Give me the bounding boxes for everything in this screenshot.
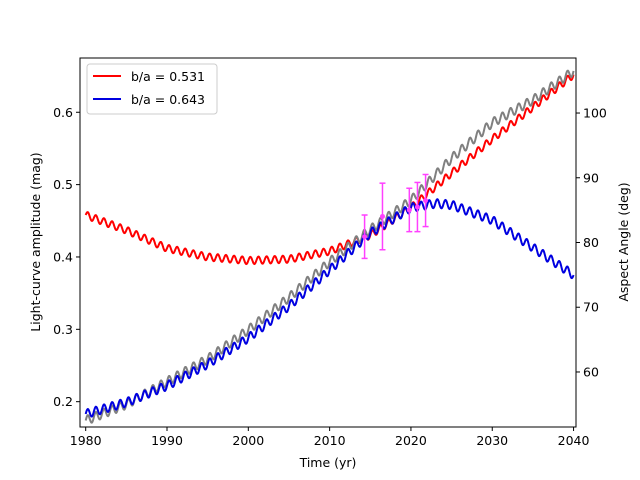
y-left-tick-label: 0.4 bbox=[53, 249, 73, 264]
x-axis-label: Time (yr) bbox=[299, 455, 357, 470]
observation-point bbox=[423, 198, 429, 204]
y-right-tick-label: 90 bbox=[583, 170, 599, 185]
series-line-0 bbox=[84, 74, 575, 266]
curves bbox=[84, 69, 575, 424]
x-tick-label: 2040 bbox=[558, 433, 590, 448]
y-axis-right-label: Aspect Angle (deg) bbox=[616, 182, 631, 301]
x-tick-label: 2010 bbox=[314, 433, 346, 448]
observation-point bbox=[362, 234, 368, 240]
legend-label-red: b/a = 0.531 bbox=[131, 69, 205, 84]
y-left-tick-label: 0.5 bbox=[53, 177, 73, 192]
x-axis-ticks: 1980 1990 2000 2010 2020 2030 2040 bbox=[70, 427, 590, 448]
y-right-tick-label: 70 bbox=[583, 300, 599, 315]
series-line-2 bbox=[84, 198, 575, 418]
x-tick-label: 1990 bbox=[151, 433, 183, 448]
y-left-tick-label: 0.3 bbox=[53, 322, 73, 337]
observation-point bbox=[379, 213, 385, 219]
y-axis-left-label: Light-curve amplitude (mag) bbox=[28, 152, 43, 331]
series-line-1 bbox=[84, 69, 575, 424]
x-tick-label: 1980 bbox=[70, 433, 102, 448]
y-axis-right-ticks: 60 70 80 90 100 bbox=[576, 106, 607, 379]
observation-point bbox=[414, 204, 420, 210]
y-axis-left-ticks: 0.2 0.3 0.4 0.5 0.6 bbox=[53, 105, 80, 409]
legend: b/a = 0.531 b/a = 0.643 bbox=[86, 63, 218, 115]
y-right-tick-label: 100 bbox=[583, 106, 607, 121]
y-right-tick-label: 60 bbox=[583, 364, 599, 379]
y-left-tick-label: 0.6 bbox=[53, 105, 73, 120]
y-left-tick-label: 0.2 bbox=[53, 394, 73, 409]
legend-label-blue: b/a = 0.643 bbox=[131, 92, 205, 107]
x-tick-label: 2030 bbox=[476, 433, 508, 448]
x-tick-label: 2000 bbox=[232, 433, 264, 448]
x-tick-label: 2020 bbox=[395, 433, 427, 448]
observation-point bbox=[406, 207, 412, 213]
observation-points bbox=[361, 173, 429, 260]
y-right-tick-label: 80 bbox=[583, 235, 599, 250]
